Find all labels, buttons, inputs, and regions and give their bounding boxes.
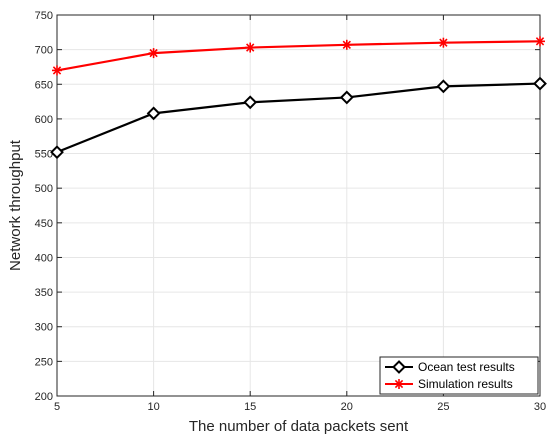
legend-entry-ocean-test-results: Ocean test results <box>385 360 515 374</box>
data-point <box>146 106 161 121</box>
y-tick-label: 400 <box>35 252 53 264</box>
x-tick-label: 15 <box>244 401 256 413</box>
y-tick-label: 550 <box>35 149 53 161</box>
data-point <box>438 37 449 48</box>
data-point <box>52 65 62 76</box>
series-line <box>56 82 541 154</box>
plot-frame <box>56 14 541 397</box>
legend-marker-asterisk <box>394 379 404 389</box>
data-point <box>535 36 545 47</box>
x-tick-label: 10 <box>147 401 159 413</box>
y-tick-label: 700 <box>35 45 53 57</box>
data-point <box>148 48 159 59</box>
y-tick-label: 600 <box>35 114 53 126</box>
y-tick-label: 300 <box>35 322 53 334</box>
x-tick-label: 20 <box>341 401 353 413</box>
x-axis-title: The number of data packets sent <box>189 418 409 435</box>
data-point <box>50 145 64 160</box>
legend: Ocean test results Simulation results <box>379 356 539 395</box>
ticks: 5 10 15 20 25 30 200 250 300 350 400 450 500 550 600 65… <box>35 10 546 413</box>
grid <box>56 14 541 397</box>
y-tick-label: 500 <box>35 183 53 195</box>
y-tick-label: 350 <box>35 287 53 299</box>
y-tick-label: 450 <box>35 218 53 230</box>
plot-area <box>57 15 540 396</box>
x-tick-label: 30 <box>534 401 546 413</box>
y-axis-title: Network throughput <box>7 139 24 271</box>
data-point <box>436 79 451 94</box>
series-line <box>56 40 541 72</box>
legend-marker-simulation <box>394 379 404 389</box>
legend-entry-simulation-results: Simulation results <box>385 377 513 391</box>
y-tick-label: 200 <box>35 391 53 403</box>
x-tick-label: 5 <box>54 401 60 413</box>
data-point <box>339 90 354 105</box>
data-point <box>245 42 256 53</box>
legend-box <box>379 356 539 395</box>
y-tick-label: 250 <box>35 356 53 368</box>
y-tick-label: 750 <box>35 10 53 22</box>
data-point <box>533 76 547 91</box>
legend-label-simulation: Simulation results <box>418 377 513 391</box>
legend-label-ocean: Ocean test results <box>418 360 515 374</box>
data-point <box>341 39 352 50</box>
legend-marker-diamond <box>392 360 406 374</box>
legend-marker-ocean <box>392 360 406 374</box>
series-1 <box>52 36 545 76</box>
data-point <box>243 95 258 110</box>
series-0 <box>50 76 547 160</box>
x-tick-label: 25 <box>437 401 449 413</box>
y-tick-label: 650 <box>35 79 53 91</box>
series-layer <box>50 36 547 160</box>
